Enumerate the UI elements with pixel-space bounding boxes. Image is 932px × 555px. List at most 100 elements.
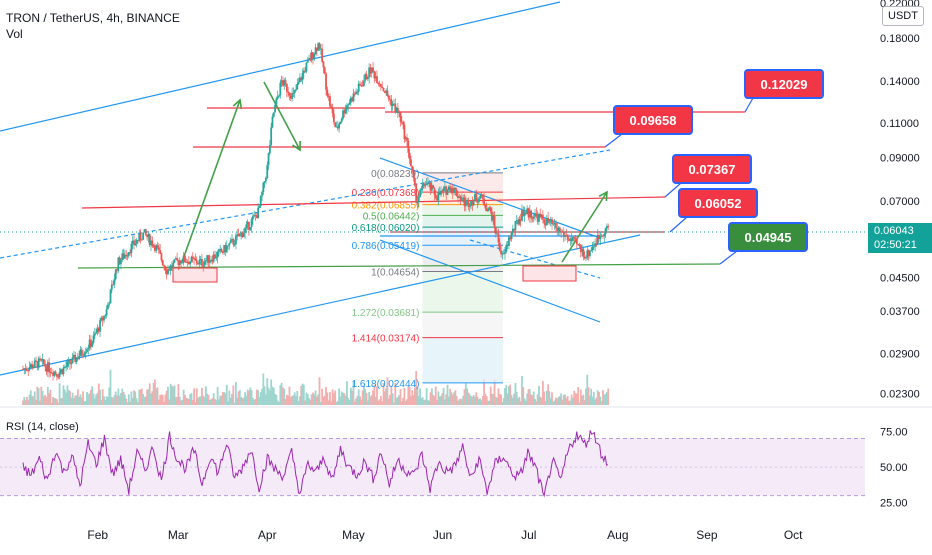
volume-bar <box>445 394 448 405</box>
volume-bar <box>393 402 395 405</box>
rsi-tick-label: 25.00 <box>880 498 908 510</box>
volume-bar <box>453 392 455 405</box>
y-tick-label: 0.14000 <box>880 76 920 88</box>
candle-body <box>297 82 300 84</box>
volume-bar <box>552 401 555 405</box>
currency-selector[interactable]: USDT <box>882 6 924 26</box>
candle-body <box>514 221 517 231</box>
candle-body <box>233 244 236 246</box>
fib-level-label: 0.786(0.05419) <box>352 241 420 252</box>
volume-bar <box>373 384 376 405</box>
volume-bar <box>231 393 233 405</box>
volume-bar <box>206 393 209 405</box>
candle-body <box>591 246 594 251</box>
candle-body <box>242 232 245 238</box>
volume-label[interactable]: Vol <box>6 27 23 41</box>
volume-bar <box>488 400 491 405</box>
volume-bar <box>289 397 292 405</box>
volume-bar <box>245 395 248 405</box>
volume-bar <box>96 392 99 405</box>
candle-body <box>246 221 249 225</box>
candle-body <box>63 367 66 369</box>
candle-body <box>381 86 384 88</box>
volume-bar <box>133 390 135 405</box>
volume-bar <box>142 394 145 405</box>
candle-body <box>505 244 508 252</box>
candle-body <box>147 233 150 238</box>
candle-body <box>31 364 34 369</box>
symbol-title[interactable]: TRON / TetherUS, 4h, BINANCE <box>6 11 180 25</box>
volume-bar <box>329 392 331 405</box>
fib-level-label: 1.414(0.03174) <box>352 334 420 345</box>
candle-body <box>340 118 343 122</box>
candle-body <box>449 186 452 193</box>
volume-bar <box>169 383 172 405</box>
volume-bar <box>276 400 279 405</box>
candle-body <box>315 47 318 51</box>
volume-bar <box>154 379 156 405</box>
candle-body <box>416 201 419 203</box>
volume-bar <box>301 383 304 405</box>
candle-body <box>159 250 162 254</box>
candle-body <box>186 261 189 263</box>
x-tick-label: Jul <box>521 528 536 542</box>
candle-body <box>108 303 111 305</box>
callout-pointer <box>669 216 688 233</box>
volume-bar <box>106 396 109 405</box>
volume-bar <box>306 394 309 405</box>
candle-body <box>432 185 435 189</box>
volume-bar <box>73 398 75 405</box>
candle-body <box>261 192 263 197</box>
candle-body <box>139 233 142 240</box>
candle-body <box>280 80 283 83</box>
candle-body <box>536 214 539 222</box>
volume-bar <box>216 387 219 405</box>
volume-bar <box>436 400 438 405</box>
candle-body <box>304 70 307 72</box>
volume-bar <box>380 396 382 405</box>
candle-body <box>599 236 602 240</box>
volume-bar <box>152 382 155 405</box>
candle-body <box>508 237 510 246</box>
volume-bar <box>480 400 483 405</box>
candle-body <box>101 317 104 321</box>
volume-bar <box>504 388 506 405</box>
target-callout-box <box>678 188 758 218</box>
volume-bar <box>165 390 168 405</box>
candle-body <box>225 246 228 253</box>
volume-bar <box>292 395 295 405</box>
candle-body <box>181 262 184 264</box>
candle-body <box>29 364 32 368</box>
candle-body <box>172 262 175 268</box>
candle-body <box>236 234 239 236</box>
volume-bar <box>137 402 139 405</box>
candle-body <box>114 269 117 280</box>
volume-bar <box>344 395 347 405</box>
volume-bar <box>394 383 397 405</box>
volume-bar <box>387 398 390 405</box>
y-tick-label: 0.09000 <box>880 153 920 165</box>
volume-bar <box>560 393 563 405</box>
volume-bar <box>280 382 283 405</box>
volume-bar <box>455 395 458 405</box>
rsi-legend[interactable]: RSI (14, close) <box>6 421 79 433</box>
volume-bar <box>131 398 134 405</box>
candle-body <box>607 226 610 228</box>
volume-bar <box>90 389 92 405</box>
volume-bar <box>49 389 52 405</box>
volume-bar <box>441 393 444 405</box>
volume-bar <box>139 389 142 405</box>
volume-bar <box>522 387 525 405</box>
volume-bar <box>539 396 542 405</box>
price-candles <box>22 42 610 381</box>
volume-bar <box>605 392 608 405</box>
candle-body <box>219 248 222 250</box>
volume-bar <box>173 385 176 405</box>
candle-body <box>50 372 53 374</box>
volume-bar <box>302 384 305 405</box>
volume-bar <box>403 388 406 405</box>
candle-body <box>279 82 282 96</box>
candle-body <box>24 368 27 371</box>
candle-body <box>93 333 96 336</box>
candle-body <box>249 227 252 230</box>
